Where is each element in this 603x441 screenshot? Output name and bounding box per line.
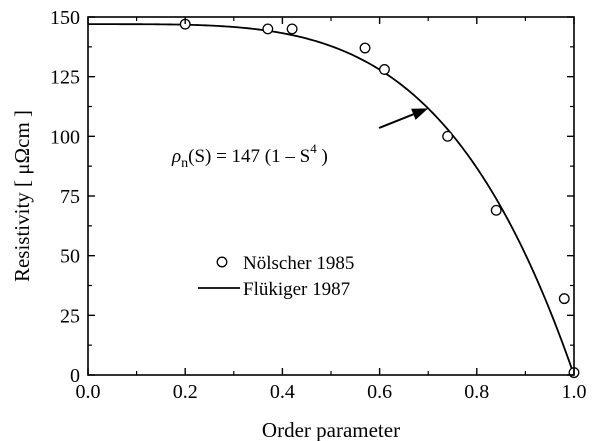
y-tick-label: 75	[60, 186, 80, 208]
data-point-nolscher-1985	[359, 42, 371, 54]
y-tick-label: 150	[50, 7, 80, 29]
x-tick-label: 0.0	[76, 381, 101, 403]
y-axis-title: Resistivity [ μΩcm ]	[10, 110, 34, 282]
data-point-nolscher-1985	[490, 204, 502, 216]
formula-subscript: n	[181, 156, 188, 171]
legend-label-flukiger: Flükiger 1987	[243, 279, 350, 300]
y-tick-label: 50	[60, 246, 80, 268]
data-point-nolscher-1985	[442, 130, 454, 142]
y-tick-label: 125	[50, 67, 80, 89]
formula-superscript: 4	[310, 141, 317, 156]
plot-area	[88, 18, 580, 379]
annotation-arrowhead	[411, 108, 429, 120]
fit-curve-flukiger-1987	[88, 23, 575, 376]
x-tick-label: 0.8	[464, 381, 489, 403]
formula-end: )	[317, 146, 328, 167]
legend-label-nolscher: Nölscher 1985	[243, 253, 354, 274]
axis-ticks: 0.0 0.2 0.4 0.6 0.8 1.0 0 25 50 75 100 125 150	[50, 7, 587, 403]
legend: Nölscher 1985 Flükiger 1987	[198, 253, 354, 300]
formula-body: (S) = 147 (1 – S	[188, 146, 310, 167]
x-tick-label: 0.4	[270, 381, 295, 403]
x-axis-title: Order parameter	[262, 418, 400, 441]
x-tick-label: 0.6	[367, 381, 392, 403]
formula-rho: ρ	[171, 146, 181, 167]
data-point-nolscher-1985	[558, 293, 570, 305]
x-tick-label: 0.2	[173, 381, 198, 403]
y-tick-label: 0	[70, 365, 80, 387]
formula-text: ρn(S) = 147 (1 – S4 )	[171, 141, 328, 171]
plot-frame	[87, 16, 575, 376]
y-tick-label: 25	[60, 305, 80, 327]
y-tick-label: 100	[50, 126, 80, 148]
annotation-arrow	[378, 113, 414, 129]
data-point-nolscher-1985	[262, 23, 274, 35]
formula-annotation: ρn(S) = 147 (1 – S4 )	[171, 108, 429, 171]
x-tick-label: 1.0	[562, 381, 587, 403]
legend-marker-circle	[216, 256, 228, 268]
data-point-nolscher-1985	[286, 23, 298, 35]
data-point-nolscher-1985	[379, 64, 390, 75]
